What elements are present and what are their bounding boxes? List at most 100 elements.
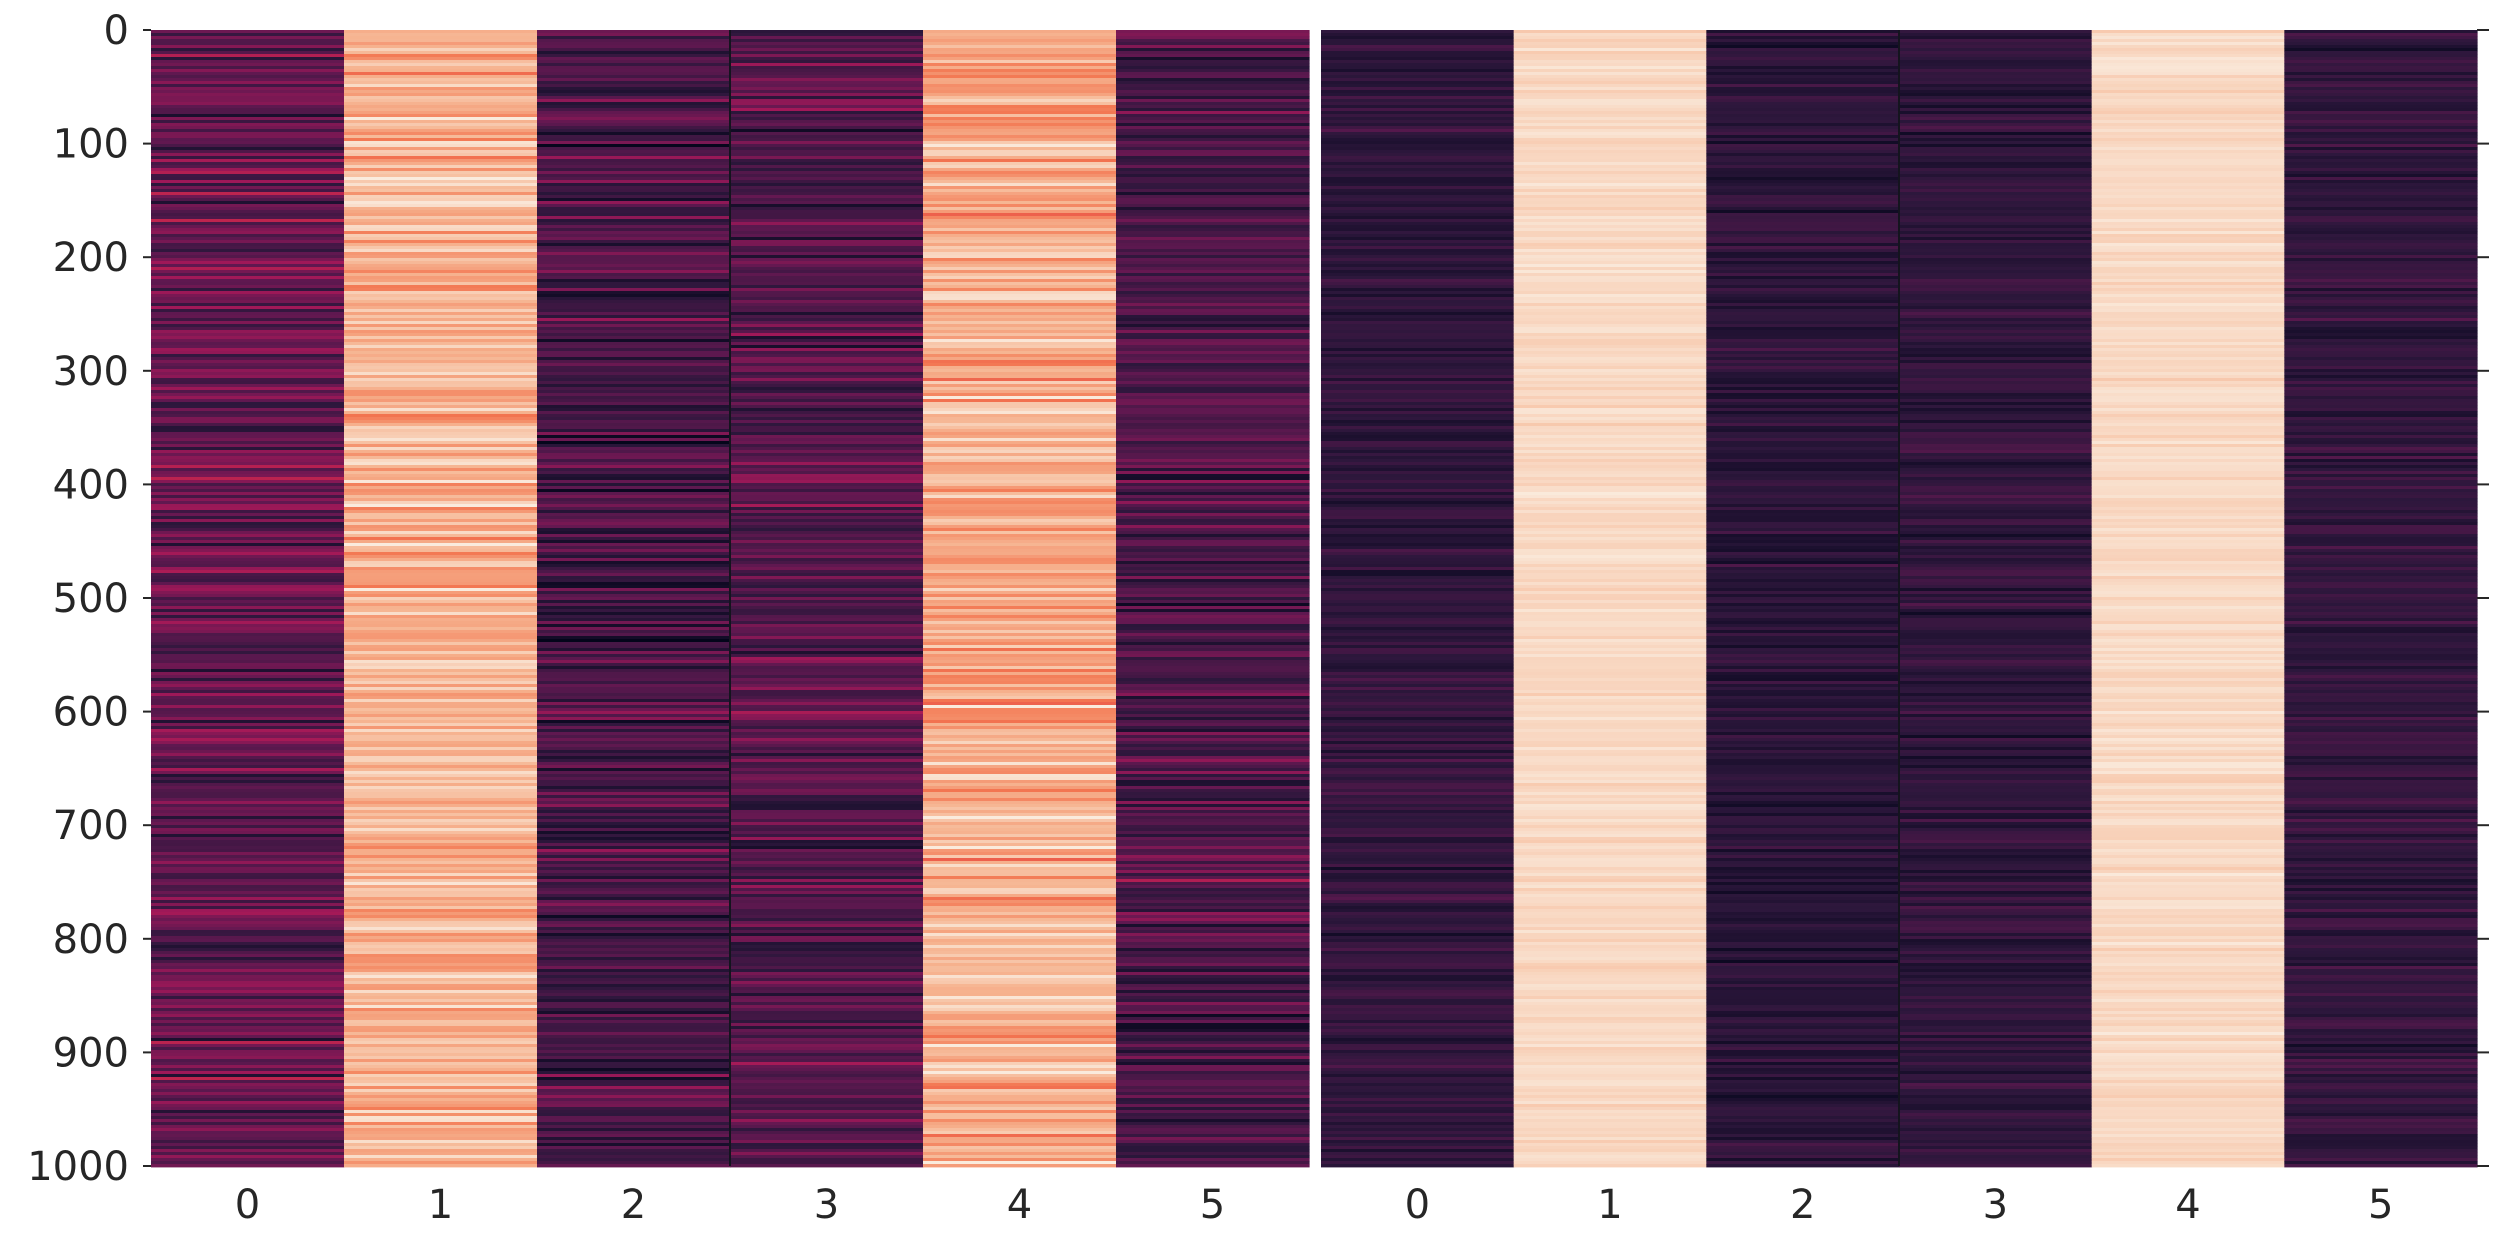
heatmap-cell bbox=[151, 795, 345, 799]
heatmap-cell bbox=[344, 228, 538, 232]
heatmap-cell bbox=[923, 1050, 1117, 1054]
heatmap-cell bbox=[344, 1134, 538, 1138]
heatmap-cell bbox=[1899, 522, 2093, 526]
heatmap-cell bbox=[730, 1101, 924, 1105]
heatmap-cell bbox=[344, 918, 538, 922]
heatmap-cell bbox=[730, 813, 924, 817]
heatmap-cell bbox=[1116, 327, 1310, 331]
heatmap-cell bbox=[1899, 540, 2093, 544]
heatmap-cell bbox=[923, 585, 1117, 589]
heatmap-cell bbox=[923, 927, 1117, 931]
heatmap-cell bbox=[2091, 1032, 2285, 1036]
heatmap-cell bbox=[1321, 342, 1515, 346]
heatmap-cell bbox=[537, 99, 731, 103]
heatmap-cell bbox=[344, 201, 538, 205]
heatmap-cell bbox=[1321, 1020, 1515, 1024]
heatmap-cell bbox=[537, 1005, 731, 1009]
heatmap-cell bbox=[537, 141, 731, 145]
heatmap-cell bbox=[151, 339, 345, 343]
heatmap-cell bbox=[1513, 774, 1707, 778]
heatmap-cell bbox=[1899, 483, 2093, 487]
heatmap-cell bbox=[730, 783, 924, 787]
heatmap-cell bbox=[1706, 1014, 1900, 1018]
heatmap-cell bbox=[2284, 648, 2478, 652]
heatmap-cell bbox=[1899, 834, 2093, 838]
heatmap-cell bbox=[1899, 555, 2093, 559]
heatmap-cell bbox=[1513, 48, 1707, 52]
heatmap-cell bbox=[2284, 693, 2478, 697]
heatmap-cell bbox=[1899, 108, 2093, 112]
heatmap-cell bbox=[923, 783, 1117, 787]
heatmap-cell bbox=[344, 1020, 538, 1024]
heatmap-cell bbox=[151, 180, 345, 184]
heatmap-cell bbox=[1513, 1140, 1707, 1144]
heatmap-cell bbox=[537, 105, 731, 109]
heatmap-cell bbox=[1116, 591, 1310, 595]
heatmap-cell bbox=[344, 747, 538, 751]
heatmap-cell bbox=[1513, 1044, 1707, 1048]
heatmap-cell bbox=[151, 1041, 345, 1045]
heatmap-cell bbox=[1513, 1149, 1707, 1153]
heatmap-cell bbox=[1513, 66, 1707, 70]
heatmap-cell bbox=[151, 96, 345, 100]
heatmap-cell bbox=[2091, 342, 2285, 346]
heatmap-cell bbox=[1706, 159, 1900, 163]
heatmap-cell bbox=[1706, 72, 1900, 76]
heatmap-cell bbox=[1321, 690, 1515, 694]
heatmap-cell bbox=[151, 300, 345, 304]
heatmap-cell bbox=[537, 936, 731, 940]
heatmap-cell bbox=[2091, 597, 2285, 601]
heatmap-cell bbox=[151, 30, 345, 34]
heatmap-cell bbox=[1706, 114, 1900, 118]
heatmap-cell bbox=[2091, 318, 2285, 322]
heatmap-cell bbox=[1706, 1056, 1900, 1060]
heatmap-cell bbox=[344, 726, 538, 730]
heatmap-cell bbox=[1116, 426, 1310, 430]
heatmap-cell bbox=[1321, 429, 1515, 433]
heatmap-cell bbox=[1321, 549, 1515, 553]
heatmap-cell bbox=[923, 537, 1117, 541]
heatmap-cell bbox=[1513, 1038, 1707, 1042]
heatmap-cell bbox=[1899, 498, 2093, 502]
heatmap-cell bbox=[1899, 441, 2093, 445]
heatmap-cell bbox=[1116, 987, 1310, 991]
heatmap-cell bbox=[537, 1086, 731, 1090]
heatmap-cell bbox=[1321, 777, 1515, 781]
heatmap-cell bbox=[730, 1149, 924, 1153]
heatmap-cell bbox=[1899, 312, 2093, 316]
heatmap-cell bbox=[344, 924, 538, 928]
heatmap-cell bbox=[2091, 426, 2285, 430]
heatmap-cell bbox=[1321, 1137, 1515, 1141]
heatmap-cell bbox=[2091, 225, 2285, 229]
heatmap-cell bbox=[1513, 417, 1707, 421]
heatmap-cell bbox=[1116, 204, 1310, 208]
heatmap-cell bbox=[537, 534, 731, 538]
heatmap-cell bbox=[730, 210, 924, 214]
heatmap-cell bbox=[2091, 870, 2285, 874]
heatmap-cell bbox=[344, 363, 538, 367]
heatmap-cell bbox=[151, 513, 345, 517]
heatmap-cell bbox=[1513, 1089, 1707, 1093]
heatmap-cell bbox=[730, 444, 924, 448]
heatmap-cell bbox=[344, 651, 538, 655]
heatmap-cell bbox=[1706, 138, 1900, 142]
heatmap-cell bbox=[2284, 717, 2478, 721]
heatmap-cell bbox=[923, 855, 1117, 859]
heatmap-cell bbox=[1513, 879, 1707, 883]
heatmap-cell bbox=[923, 1029, 1117, 1033]
heatmap-cell bbox=[151, 39, 345, 43]
heatmap-cell bbox=[537, 1053, 731, 1057]
heatmap-cell bbox=[1116, 486, 1310, 490]
heatmap-cell bbox=[1706, 474, 1900, 478]
heatmap-cell bbox=[1116, 225, 1310, 229]
heatmap-cell bbox=[2091, 1161, 2285, 1165]
heatmap-cell bbox=[1116, 783, 1310, 787]
heatmap-cell bbox=[2091, 912, 2285, 916]
heatmap-cell bbox=[923, 1122, 1117, 1126]
heatmap-cell bbox=[344, 798, 538, 802]
heatmap-cell bbox=[1321, 657, 1515, 661]
heatmap-cell bbox=[2284, 1038, 2478, 1042]
heatmap-cell bbox=[1513, 249, 1707, 253]
heatmap-cell bbox=[1706, 861, 1900, 865]
heatmap-cell bbox=[2091, 819, 2285, 823]
